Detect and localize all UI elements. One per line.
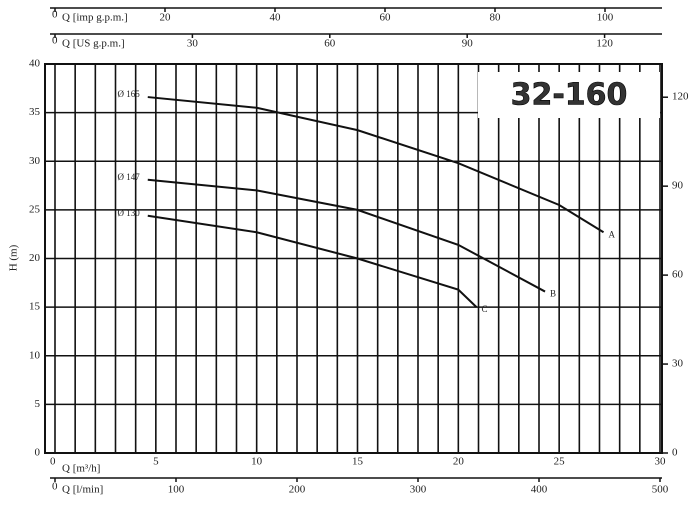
secondary-tick-label: 200 [289, 484, 306, 496]
badge-box [478, 72, 660, 118]
y-tick-label: 0 [35, 447, 41, 459]
x-tick-label: 0 [50, 456, 56, 468]
x-tick-label: 25 [554, 456, 566, 468]
curve-end-label: B [550, 289, 556, 299]
secondary-tick-label: 100 [597, 12, 614, 24]
secondary-tick-label: 40 [270, 12, 282, 24]
secondary-tick-label: 0 [52, 481, 58, 493]
y2-tick-label: 90 [672, 180, 684, 192]
curve [147, 96, 605, 234]
x-tick-label: 5 [153, 456, 159, 468]
secondary-tick-label: 20 [160, 12, 172, 24]
secondary-axis-label: Q [imp g.p.m.] [62, 12, 128, 24]
secondary-tick-label: 30 [187, 38, 199, 50]
secondary-tick-label: 500 [652, 484, 669, 496]
curve [147, 178, 546, 293]
x-tick-label: 15 [352, 456, 364, 468]
y-tick-label: 15 [29, 301, 41, 313]
secondary-axis-label: Q [US g.p.m.] [62, 38, 125, 50]
secondary-tick-label: 300 [410, 484, 427, 496]
secondary-tick-label: 60 [380, 12, 392, 24]
secondary-tick-label: 60 [324, 38, 336, 50]
secondary-tick-label: 0 [52, 9, 58, 21]
y-tick-label: 30 [29, 155, 41, 167]
y-tick-label: 5 [35, 398, 41, 410]
secondary-tick-label: 400 [531, 484, 548, 496]
badge: 32-160 [511, 78, 628, 113]
curve-label: Ø 130 [118, 208, 141, 218]
curve [147, 214, 478, 308]
secondary-tick-label: 80 [490, 12, 502, 24]
x-tick-label: 30 [655, 456, 667, 468]
y-tick-label: 10 [29, 349, 41, 361]
y2-tick-label: 0 [672, 447, 678, 459]
secondary-axis-label: Q [l/min] [62, 484, 103, 496]
y-tick-label: 35 [29, 106, 41, 118]
y-tick-label: 25 [29, 203, 41, 215]
curve-label: Ø 165 [118, 89, 141, 99]
y-axis-label: H (m) [8, 244, 20, 271]
x-tick-label: 10 [251, 456, 263, 468]
y-tick-label: 40 [29, 58, 41, 70]
secondary-tick-label: 90 [462, 38, 474, 50]
y2-tick-label: 120 [672, 91, 689, 103]
curve-end-label: A [609, 229, 616, 239]
secondary-tick-label: 120 [596, 38, 613, 50]
secondary-tick-label: 100 [168, 484, 185, 496]
curve-label: Ø 147 [118, 172, 141, 182]
secondary-tick-label: 0 [52, 35, 58, 47]
y2-tick-label: 30 [672, 358, 684, 370]
x-axis-label: Q [m³/h] [62, 463, 100, 475]
curve-end-label: C [481, 304, 487, 314]
x-tick-label: 20 [453, 456, 465, 468]
y2-tick-label: 60 [672, 269, 684, 281]
y-tick-label: 20 [29, 252, 41, 264]
plot-frame [44, 63, 663, 454]
